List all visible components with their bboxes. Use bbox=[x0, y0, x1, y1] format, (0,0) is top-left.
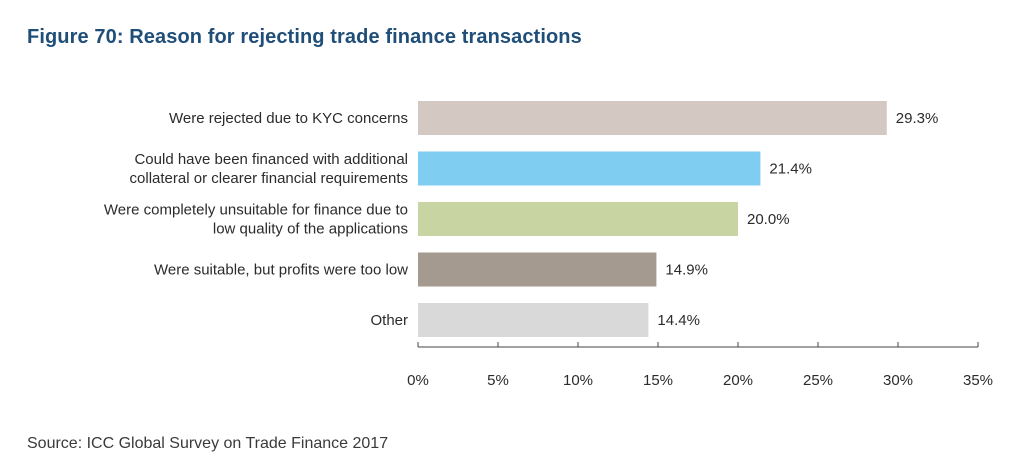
bar bbox=[418, 101, 887, 135]
value-label: 14.4% bbox=[657, 312, 700, 329]
x-tick-label: 20% bbox=[723, 372, 753, 389]
category-label: Were completely unsuitable for finance d… bbox=[104, 202, 408, 219]
x-tick-label: 5% bbox=[487, 372, 509, 389]
value-label: 14.9% bbox=[665, 262, 708, 279]
value-label: 21.4% bbox=[769, 161, 812, 178]
x-tick-label: 10% bbox=[563, 372, 593, 389]
category-labels-group: Were rejected due to KYC concerns Could h… bbox=[104, 110, 408, 329]
x-tick-label: 0% bbox=[407, 372, 429, 389]
x-tick-label: 35% bbox=[963, 372, 993, 389]
value-labels-group: 29.3% 21.4% 20.0% 14.9% 14.4% bbox=[657, 110, 938, 329]
source-note: Source: ICC Global Survey on Trade Finan… bbox=[27, 435, 389, 452]
bar bbox=[418, 303, 649, 337]
bar bbox=[418, 252, 657, 287]
x-tick-label: 15% bbox=[643, 372, 673, 389]
bars-group bbox=[418, 101, 887, 337]
category-label: collateral or clearer financial requirem… bbox=[130, 170, 408, 187]
category-label: Were rejected due to KYC concerns bbox=[169, 110, 408, 127]
category-label: Were suitable, but profits were too low bbox=[154, 262, 408, 279]
x-tick-label: 25% bbox=[803, 372, 833, 389]
x-axis: 0% 5% 10% 15% 20% 25% 30% 35% bbox=[407, 342, 993, 389]
bar bbox=[418, 202, 738, 236]
category-label: low quality of the applications bbox=[213, 221, 408, 238]
bar bbox=[418, 151, 761, 186]
value-label: 20.0% bbox=[747, 211, 790, 228]
value-label: 29.3% bbox=[896, 110, 939, 127]
category-label: Other bbox=[370, 312, 408, 329]
chart-title: Figure 70: Reason for rejecting trade fi… bbox=[27, 26, 582, 48]
category-label: Could have been financed with additional bbox=[134, 151, 408, 168]
x-tick-label: 30% bbox=[883, 372, 913, 389]
